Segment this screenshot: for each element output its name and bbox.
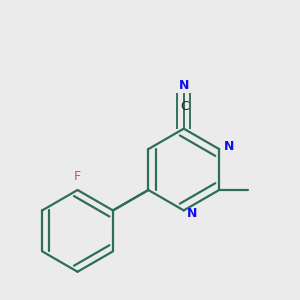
- Text: N: N: [224, 140, 234, 153]
- Text: N: N: [186, 207, 197, 220]
- Text: F: F: [74, 170, 81, 183]
- Text: C: C: [181, 100, 189, 113]
- Text: N: N: [178, 79, 189, 92]
